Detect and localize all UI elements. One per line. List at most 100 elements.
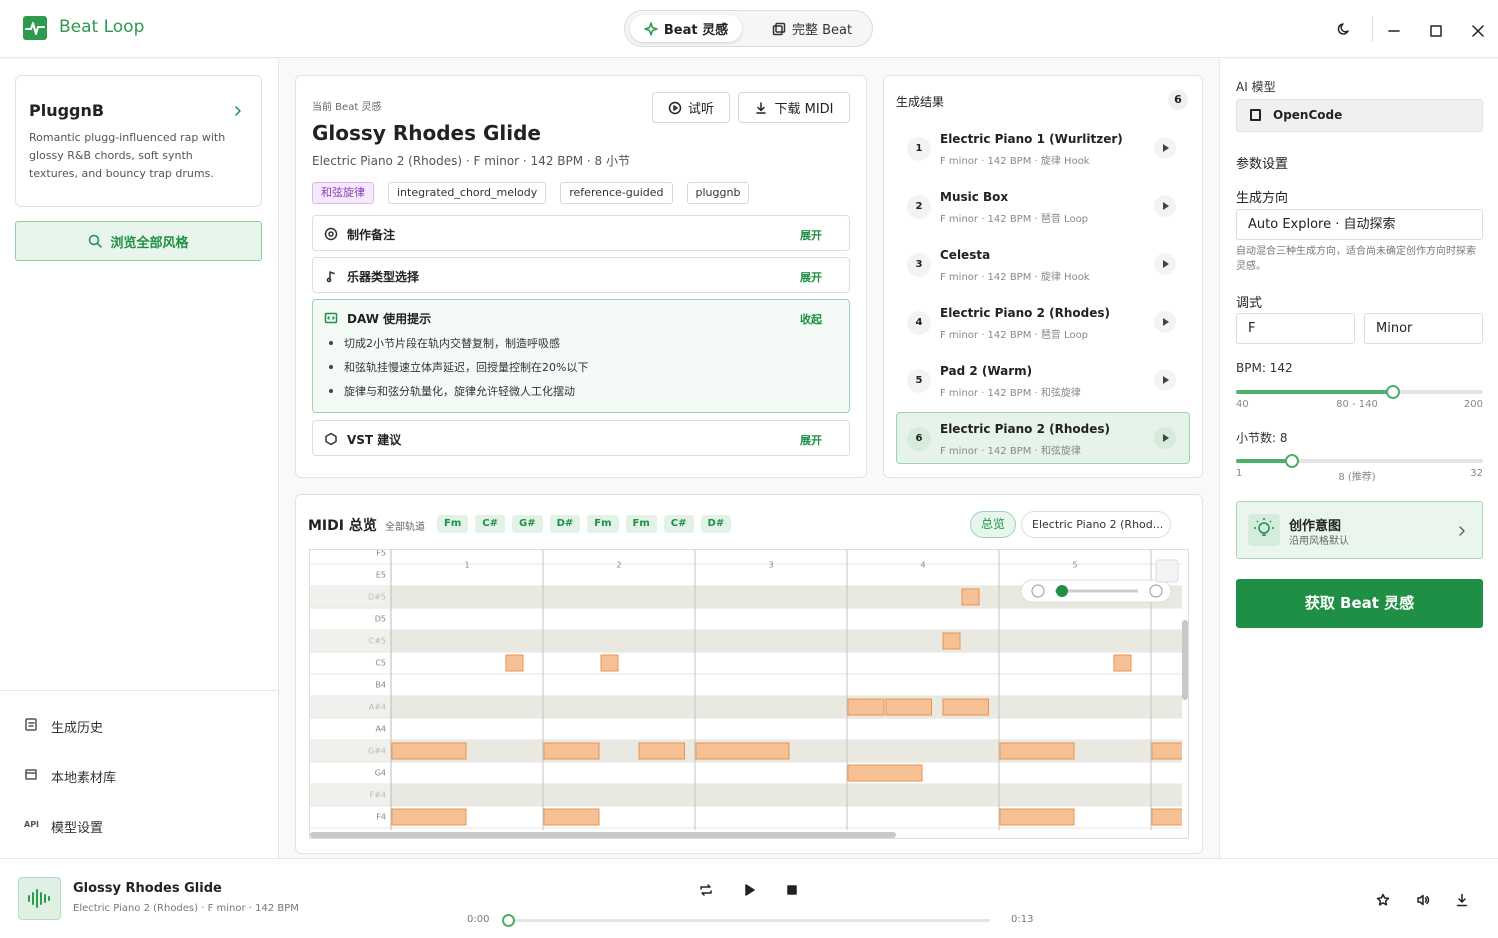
result-index: 4 (907, 311, 931, 335)
play-button[interactable] (1154, 369, 1176, 391)
result-item[interactable] (896, 238, 1190, 290)
zoom-out[interactable] (1031, 584, 1045, 598)
direction-select[interactable]: Auto Explore · 自动探索 (1236, 209, 1483, 240)
midi-note (942, 632, 961, 650)
volume-button[interactable] (1416, 892, 1430, 906)
play-button[interactable] (742, 882, 756, 896)
section[interactable] (312, 215, 850, 251)
section-icon (324, 268, 338, 283)
midi-note (1113, 654, 1132, 672)
player-meta: Electric Piano 2 (Rhodes) · F minor · 14… (73, 903, 299, 914)
pitch-label: C5 (375, 659, 386, 668)
nav-label: 生成历史 (51, 721, 104, 736)
play-button[interactable] (1154, 195, 1176, 217)
model-name: OpenCode (1273, 108, 1343, 122)
pitch-label: F#4 (370, 791, 386, 800)
current-title: Glossy Rhodes Glide (312, 121, 541, 145)
model-icon (1250, 109, 1261, 121)
section-toggle[interactable]: 展开 (800, 229, 822, 242)
favorite-button[interactable] (1376, 892, 1390, 906)
result-index: 5 (907, 369, 931, 393)
slider-thumb[interactable] (1284, 454, 1299, 468)
action-button[interactable]: 下载 MIDI (738, 92, 850, 123)
tab[interactable]: 完整 Beat (760, 15, 864, 42)
h-scrollbar (310, 832, 896, 838)
icon-part (668, 101, 682, 114)
play-button[interactable] (1154, 427, 1176, 449)
icon-part (1456, 893, 1468, 907)
play-button[interactable] (1154, 137, 1176, 159)
style-card[interactable] (15, 75, 262, 207)
section[interactable] (312, 299, 850, 413)
chevron-right (231, 103, 245, 117)
current-label: 当前 Beat 灵感 (312, 102, 382, 113)
midi-note (505, 654, 524, 672)
icon-part (326, 277, 332, 283)
nav-item[interactable] (10, 707, 268, 743)
pitch-label: E5 (376, 571, 386, 580)
download-button[interactable] (1455, 892, 1469, 907)
icon-part: M4 9 L7 6 L10 9 (824, 312, 838, 326)
icon-part (1376, 893, 1390, 906)
play-button[interactable] (1154, 253, 1176, 275)
browse-button[interactable]: 浏览全部风格 (15, 221, 262, 261)
piano-roll: F5 E5 D#5 D5 C#5 C5 B4 A#4 A4 G#4 G4 F#4 F4 1 2 3 4 5 (309, 549, 1189, 839)
tab[interactable]: Beat 灵感 (630, 15, 742, 42)
section[interactable] (312, 257, 850, 293)
intent-title: 创作意图 (1289, 519, 1342, 534)
result-item[interactable] (896, 412, 1190, 464)
icon-part (1163, 202, 1169, 210)
track-select[interactable]: Electric Piano 2 (Rhod... (1021, 511, 1171, 538)
submit-button[interactable]: 获取 Beat 灵感 (1236, 579, 1483, 628)
section-title: 乐器类型选择 (347, 270, 420, 284)
slider-max: 32 (1470, 468, 1483, 479)
model-select[interactable] (1236, 99, 1483, 132)
close[interactable] (1472, 22, 1484, 37)
fullscreen-button[interactable] (1155, 559, 1179, 583)
slider-label: 小节数: 8 (1236, 431, 1288, 445)
repeat-button[interactable] (699, 882, 713, 896)
action-button[interactable]: 试听 (652, 92, 730, 123)
progress-thumb[interactable] (502, 914, 515, 927)
zoom-in[interactable] (1149, 584, 1163, 598)
result-item[interactable] (896, 122, 1190, 174)
sharp-row (391, 784, 1182, 806)
view-button[interactable]: 总览 (970, 511, 1016, 538)
icon-part (1472, 25, 1484, 37)
section-toggle[interactable]: 展开 (800, 271, 822, 284)
maximize[interactable] (1430, 22, 1442, 37)
bar-number: 5 (1072, 561, 1077, 570)
piano-roll-canvas: F5 E5 D#5 D5 C#5 C5 B4 A#4 A4 G#4 G4 F#4 F4 1 2 3 4 5 (310, 549, 1188, 838)
section[interactable] (312, 420, 850, 456)
icon-part (324, 227, 338, 241)
select[interactable]: Minor (1364, 313, 1483, 344)
section-toggle[interactable]: 展开 (800, 434, 822, 447)
result-item[interactable] (896, 296, 1190, 348)
minimize[interactable] (1388, 22, 1400, 34)
icon-part (89, 234, 100, 246)
result-item[interactable] (896, 354, 1190, 406)
pitch-label: F5 (376, 550, 386, 558)
icon-part (325, 432, 337, 446)
icon-part (775, 22, 786, 33)
play-button[interactable] (1154, 311, 1176, 333)
pitch-label: B4 (375, 681, 386, 690)
sharp-row (391, 630, 1182, 652)
icon-part (235, 106, 241, 116)
result-name: Electric Piano 2 (Rhodes) (940, 306, 1110, 320)
icon-part (1472, 25, 1484, 37)
select[interactable]: F (1236, 313, 1355, 344)
slider-thumb[interactable] (1386, 385, 1401, 399)
stop-button[interactable] (785, 882, 799, 896)
nav-item[interactable] (10, 757, 268, 793)
player-bar (0, 858, 1498, 938)
nav-item[interactable] (10, 807, 268, 843)
theme-toggle[interactable] (1337, 21, 1351, 35)
result-item[interactable] (896, 180, 1190, 232)
section-icon (324, 226, 338, 241)
midi-note (543, 742, 600, 760)
section-toggle[interactable]: 收起 (800, 313, 822, 326)
intent-card[interactable] (1236, 501, 1483, 559)
chevron-right (1455, 523, 1469, 537)
icon-part (1163, 202, 1169, 210)
